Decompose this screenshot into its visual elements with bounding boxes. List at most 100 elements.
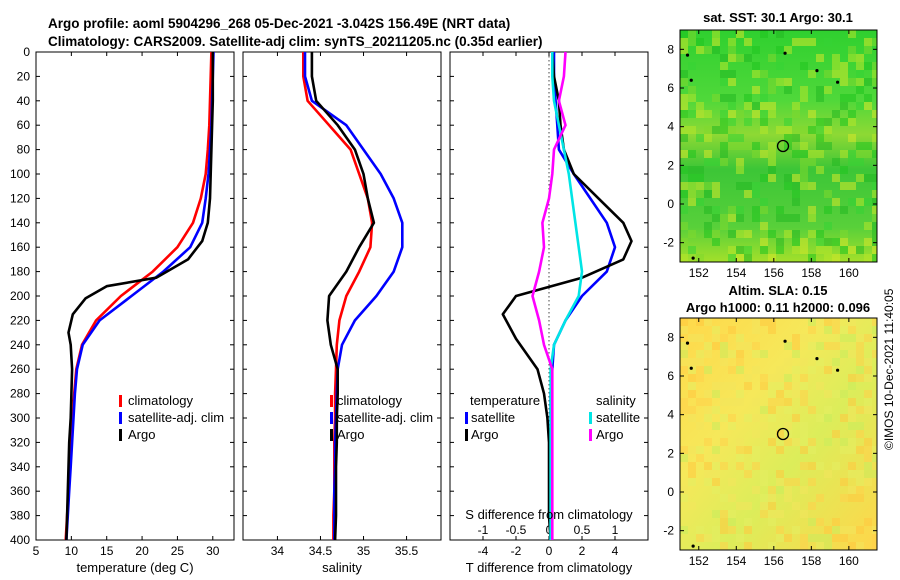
map-pixel xyxy=(712,478,720,486)
map-x-tick-label: 158 xyxy=(801,554,821,568)
map-pixel xyxy=(720,110,728,118)
map-pixel xyxy=(864,174,872,182)
map-pixel xyxy=(872,70,877,78)
sst-map-frame xyxy=(679,29,878,263)
map-pixel xyxy=(792,334,800,342)
map-pixel xyxy=(776,510,784,518)
series-line-argo xyxy=(65,52,215,541)
map-pixel xyxy=(856,406,864,414)
island-dot xyxy=(783,51,787,55)
map-pixel xyxy=(816,382,824,390)
map-pixel xyxy=(680,134,688,142)
difference-panel: -4 -2 0 2 4 -1 -0.5 0 0.5 1 S difference from cl… xyxy=(449,51,649,575)
map-pixel xyxy=(848,198,856,206)
sla-map-panel: Altim. SLA: 0.15 Argo h1000: 0.11 h2000:… xyxy=(663,283,878,568)
map-pixel xyxy=(832,462,840,470)
difference-x-ticks: -4 -2 0 2 4 xyxy=(450,51,648,558)
map-pixel xyxy=(824,342,832,350)
map-pixel xyxy=(840,78,848,86)
map-x-tick-label: 152 xyxy=(689,266,709,280)
map-pixel xyxy=(776,214,784,222)
s-tick-label: 0.5 xyxy=(574,523,591,537)
map-pixel xyxy=(760,206,768,214)
map-pixel xyxy=(680,398,688,406)
map-pixel xyxy=(848,350,856,358)
map-pixel xyxy=(736,366,744,374)
map-pixel xyxy=(792,214,800,222)
depth-tick-label: 340 xyxy=(10,460,30,474)
map-pixel xyxy=(848,134,856,142)
s-difference-label: S difference from climatology xyxy=(465,507,633,522)
map-pixel xyxy=(680,326,688,334)
map-pixel xyxy=(728,134,736,142)
map-pixel xyxy=(704,150,712,158)
depth-tick-label: 40 xyxy=(17,94,31,108)
map-pixel xyxy=(688,374,696,382)
map-pixel xyxy=(744,518,752,526)
depth-axis: 0 20 40 60 80 100 120 140 160 180 200 220 240 260 280 3… xyxy=(10,45,30,547)
map-pixel xyxy=(856,470,864,478)
map-pixel xyxy=(752,86,760,94)
map-pixel xyxy=(776,446,784,454)
map-pixel xyxy=(840,54,848,62)
map-pixel xyxy=(832,62,840,70)
map-pixel xyxy=(704,406,712,414)
map-pixel xyxy=(704,398,712,406)
map-pixel xyxy=(848,94,856,102)
x-tick-label: 35.5 xyxy=(395,544,419,558)
map-pixel xyxy=(736,230,744,238)
map-pixel xyxy=(728,254,736,262)
map-pixel xyxy=(800,358,808,366)
map-pixel xyxy=(760,230,768,238)
map-pixel xyxy=(800,462,808,470)
map-pixel xyxy=(688,358,696,366)
map-pixel xyxy=(728,246,736,254)
map-pixel xyxy=(744,94,752,102)
map-pixel xyxy=(736,350,744,358)
legend-title-temperature: temperature xyxy=(470,393,540,408)
map-pixel xyxy=(712,534,720,542)
map-pixel xyxy=(800,534,808,542)
temperature-panel: 5 10 15 20 25 30 temperature (deg C) climatol… xyxy=(33,51,235,575)
map-pixel xyxy=(824,326,832,334)
map-pixel xyxy=(744,102,752,110)
map-pixel xyxy=(800,62,808,70)
map-pixel xyxy=(688,446,696,454)
map-pixel xyxy=(720,398,728,406)
sst-map-panel: sat. SST: 30.1 Argo: 30.1 152 154 156 158 16… xyxy=(663,10,878,280)
map-pixel xyxy=(840,326,848,334)
map-y-tick-label: 2 xyxy=(667,446,674,460)
map-pixel xyxy=(808,462,816,470)
map-pixel xyxy=(808,126,816,134)
map-pixel xyxy=(848,110,856,118)
map-pixel xyxy=(800,374,808,382)
map-pixel xyxy=(856,486,864,494)
legend-swatch-satellite-adj xyxy=(330,412,333,424)
map-pixel xyxy=(840,350,848,358)
temperature-legend: climatology satellite-adj. clim Argo xyxy=(119,393,224,442)
depth-tick-label: 100 xyxy=(10,167,30,181)
map-pixel xyxy=(872,62,877,70)
island-dot xyxy=(836,368,840,372)
map-pixel xyxy=(768,438,776,446)
map-pixel xyxy=(864,438,872,446)
map-pixel xyxy=(696,110,704,118)
map-pixel xyxy=(800,510,808,518)
map-pixel xyxy=(840,534,848,542)
island-dot xyxy=(691,544,695,548)
map-pixel xyxy=(736,438,744,446)
map-pixel xyxy=(800,150,808,158)
map-pixel xyxy=(680,102,688,110)
x-tick-label: 35 xyxy=(357,544,371,558)
map-pixel xyxy=(856,494,864,502)
map-pixel xyxy=(856,206,864,214)
map-pixel xyxy=(832,254,840,262)
map-pixel xyxy=(824,86,832,94)
map-pixel xyxy=(792,414,800,422)
map-pixel xyxy=(800,438,808,446)
map-pixel xyxy=(856,350,864,358)
map-pixel xyxy=(848,414,856,422)
map-pixel xyxy=(824,126,832,134)
map-y-tick-label: 8 xyxy=(667,330,674,344)
